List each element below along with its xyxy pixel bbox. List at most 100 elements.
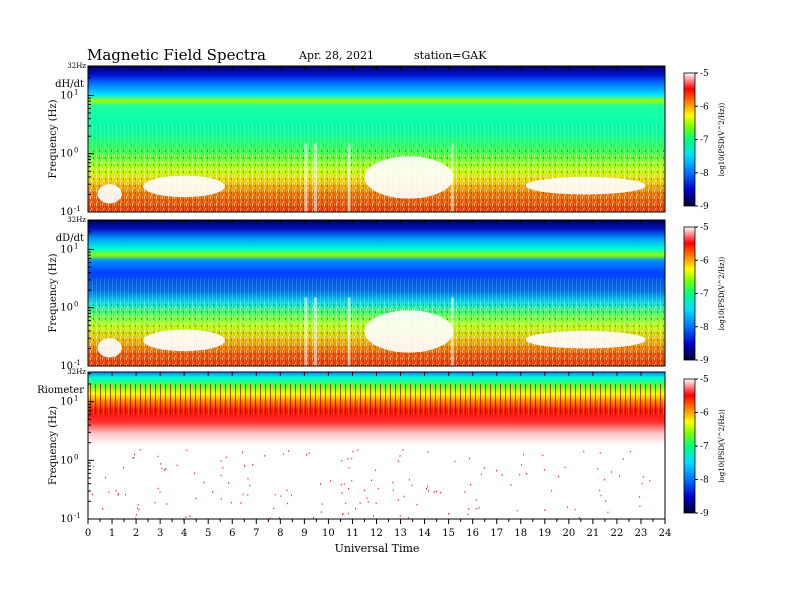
y-axis-label: Frequency (Hz)	[48, 99, 59, 178]
speckle	[182, 518, 184, 521]
speckle	[629, 450, 631, 453]
speckle	[313, 516, 315, 519]
x-tick-label: 21	[587, 528, 600, 539]
speckle	[409, 479, 411, 481]
speckle	[622, 458, 624, 460]
speckle	[341, 492, 343, 494]
colorbar-tick-label: -5	[700, 375, 709, 385]
x-tick-label: 17	[490, 528, 503, 539]
speckle	[367, 501, 369, 503]
speckle	[133, 453, 135, 456]
speckle	[122, 466, 124, 469]
speckle	[544, 509, 546, 511]
speckle	[252, 463, 254, 466]
speckle	[329, 480, 331, 482]
x-tick-label: 8	[277, 528, 283, 539]
y-tick-exponent: -1	[74, 512, 81, 520]
speckle	[117, 494, 119, 496]
speckle	[641, 482, 643, 485]
speckle	[321, 503, 323, 505]
colorbar-tick-label: -9	[700, 509, 709, 519]
x-tick-label: 13	[394, 528, 407, 539]
speckle	[397, 460, 399, 463]
x-tick-label: 18	[514, 528, 527, 539]
y-tick-exponent: 0	[74, 301, 78, 309]
speckle	[522, 453, 524, 456]
speckle	[243, 465, 245, 467]
speckle	[399, 515, 401, 517]
speckle	[347, 458, 349, 460]
speckle	[347, 512, 349, 515]
speckle	[425, 487, 427, 490]
event-streak	[304, 143, 308, 212]
y-tick-label: 10	[60, 361, 73, 372]
speckle	[464, 491, 466, 493]
speckle	[605, 500, 607, 502]
speckle	[352, 450, 354, 453]
y-tick-label: 10	[60, 244, 73, 255]
top-frequency-label: 32Hz	[67, 216, 86, 224]
speckle	[468, 508, 470, 510]
speckle	[618, 475, 620, 477]
speckle	[176, 464, 178, 467]
speckle	[375, 502, 377, 504]
speckle	[222, 466, 224, 469]
top-frequency-label: 32Hz	[67, 62, 86, 70]
speckle	[108, 491, 110, 494]
speckle	[351, 457, 353, 460]
station-label: station=GAK	[414, 49, 487, 62]
y-tick-exponent: 0	[74, 147, 78, 155]
speckle	[137, 507, 139, 510]
colorbar-tick-label: -8	[700, 476, 709, 486]
y-tick-label: 10	[60, 207, 73, 218]
speckle	[348, 488, 350, 490]
y-tick-label: 10	[60, 90, 73, 101]
colorbar	[683, 72, 696, 207]
speckle	[375, 469, 377, 472]
speckle	[287, 502, 289, 505]
y-tick-exponent: 1	[74, 88, 78, 96]
speckle	[402, 449, 404, 451]
colorbar-tick-label: -9	[700, 356, 709, 366]
event-streak	[451, 297, 455, 366]
x-tick-label: 14	[418, 528, 431, 539]
colorbar-tick-label: -6	[700, 409, 709, 419]
speckle	[278, 517, 280, 519]
x-tick-label: 1	[109, 528, 115, 539]
speckle	[363, 489, 365, 492]
speckle	[133, 457, 135, 459]
speckle	[135, 514, 137, 516]
speckle	[115, 489, 117, 492]
y-tick-exponent: 0	[74, 453, 78, 461]
event-streak	[347, 297, 351, 366]
colorbar-label: log10(PSD(V^2/Hz))	[718, 103, 726, 177]
speckle	[574, 508, 576, 511]
x-tick-label: 19	[538, 528, 551, 539]
x-tick-label: 9	[301, 528, 307, 539]
speckle	[351, 480, 353, 482]
x-axis: 0 1 2 3 4 5 6 7 8 9 10 11 12 13 14 15 16 17 18 19 20 21 22 23 24	[85, 519, 671, 539]
speckle	[428, 490, 430, 492]
panel-label: dD/dt	[56, 233, 84, 244]
speckle	[416, 503, 418, 506]
speckle	[212, 491, 214, 493]
x-tick-label: 12	[370, 528, 383, 539]
intensity-region	[143, 175, 226, 198]
y-tick-exponent: 1	[74, 242, 78, 250]
speckle	[220, 498, 222, 500]
y-axis-label: Frequency (Hz)	[48, 406, 59, 485]
intensity-region	[97, 184, 122, 204]
speckle	[392, 481, 394, 484]
colorbar-tick-label: -8	[700, 169, 709, 179]
speckle	[320, 511, 322, 513]
speckle	[247, 494, 249, 496]
speckle	[359, 502, 361, 504]
speckle	[370, 479, 372, 482]
colorbar-tick-label: -6	[700, 102, 709, 112]
speckle	[138, 509, 140, 511]
speckle	[579, 516, 581, 519]
event-streak	[347, 143, 351, 212]
speckle	[480, 473, 482, 475]
speckle	[501, 473, 503, 476]
